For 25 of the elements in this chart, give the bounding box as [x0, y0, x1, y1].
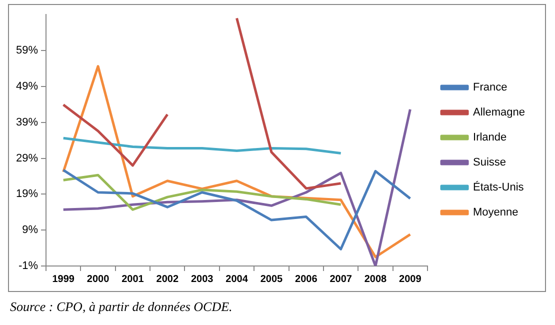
x-tick-label: 2008	[364, 274, 388, 285]
x-tick-label: 2003	[190, 274, 214, 285]
x-tick-label: 2004	[226, 274, 248, 285]
x-tick-label: 2006	[295, 274, 318, 285]
source-note: Source : CPO, à partir de données OCDE.	[10, 299, 232, 315]
y-tick-label: -1%	[18, 260, 38, 272]
y-tick-label: 39%	[16, 116, 38, 128]
y-tick-label: 19%	[16, 188, 38, 200]
y-tick-label: 49%	[16, 80, 38, 92]
x-tick-label: 2000	[86, 274, 110, 285]
legend-label: Moyenne	[473, 206, 518, 219]
legend-label: France	[473, 82, 508, 94]
y-tick-label: 59%	[16, 44, 38, 57]
legend-label: Suisse	[473, 156, 506, 169]
y-tick-label: 29%	[16, 152, 38, 164]
legend-label: États-Unis	[473, 180, 524, 194]
legend-label: Allemagne	[473, 106, 526, 119]
y-tick-label: 9%	[22, 224, 38, 236]
x-tick-label: 2005	[260, 274, 284, 285]
x-tick-label: 2001	[122, 274, 144, 285]
x-tick-label: 1999	[52, 274, 75, 285]
x-tick-label: 2007	[330, 274, 352, 285]
x-tick-label: 2002	[156, 274, 179, 285]
legend-label: Irlande	[473, 132, 507, 144]
x-tick-label: 2009	[399, 274, 422, 285]
